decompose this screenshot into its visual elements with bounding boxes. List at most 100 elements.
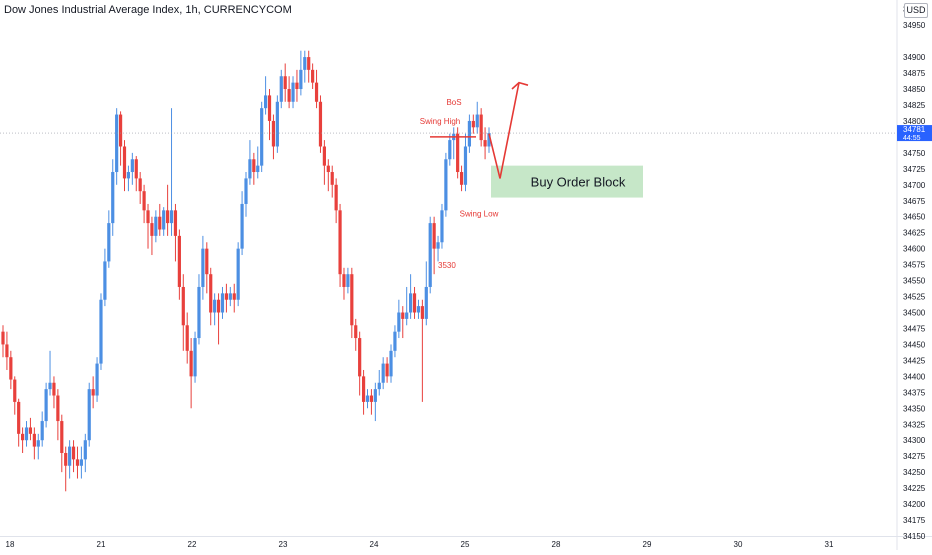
price-tick-label: 34825 xyxy=(903,101,926,110)
candle xyxy=(326,159,330,192)
swing-high-label: Swing High xyxy=(420,117,460,126)
candle-body xyxy=(401,312,405,319)
price-tick-label: 34550 xyxy=(903,277,926,286)
candle-body xyxy=(381,363,385,383)
candle-body xyxy=(44,389,48,422)
candle-body xyxy=(393,331,397,351)
candle-body xyxy=(20,433,25,441)
price-tick-label: 34450 xyxy=(903,340,926,349)
candle-body xyxy=(240,203,244,249)
candle-body xyxy=(32,433,36,447)
price-tick-label: 34225 xyxy=(903,484,926,493)
candle-body xyxy=(146,210,150,224)
candle-body xyxy=(263,95,268,109)
candle-body xyxy=(150,223,154,236)
candle-body xyxy=(142,191,146,211)
price-tick-label: 34650 xyxy=(903,213,926,222)
price-axis-bg xyxy=(897,0,932,550)
candle-body xyxy=(75,459,80,466)
candle-body xyxy=(271,120,276,147)
candle xyxy=(111,159,115,236)
candle-body xyxy=(36,440,40,447)
price-tick-label: 34600 xyxy=(903,245,926,254)
candle xyxy=(307,50,311,83)
candle-body xyxy=(409,293,413,313)
candle-body xyxy=(56,395,60,422)
candle-body xyxy=(107,223,111,262)
candle-body xyxy=(138,178,142,192)
candle xyxy=(87,382,91,447)
candle xyxy=(189,338,193,409)
candle-body xyxy=(311,69,315,83)
candle xyxy=(248,140,252,185)
candle xyxy=(13,376,17,415)
candle-body xyxy=(432,223,436,249)
candle xyxy=(166,184,170,236)
price-tick-label: 34350 xyxy=(903,404,926,413)
candle xyxy=(28,417,33,441)
candle-body xyxy=(173,210,178,236)
candle xyxy=(64,446,68,492)
candle-body xyxy=(193,338,197,377)
price-tick-label: 34175 xyxy=(903,516,926,525)
swing-low-label: Swing Low xyxy=(460,210,499,219)
candle xyxy=(350,267,354,339)
candle xyxy=(36,433,40,460)
candle-body xyxy=(1,331,5,345)
candle xyxy=(56,389,60,441)
candle-body xyxy=(299,69,303,90)
candle-body xyxy=(330,172,334,185)
candle xyxy=(91,376,95,409)
candle xyxy=(228,286,232,307)
candle xyxy=(405,286,409,326)
candle-body xyxy=(5,344,9,358)
price-tick-label: 34725 xyxy=(903,165,926,174)
candle xyxy=(1,325,5,358)
candle-body xyxy=(369,395,374,402)
candle xyxy=(5,331,9,370)
candle xyxy=(448,133,452,166)
candle xyxy=(185,312,189,364)
candle xyxy=(40,411,44,447)
candle xyxy=(373,382,377,422)
candle-body xyxy=(283,76,287,90)
candle-body xyxy=(303,57,307,70)
candle-body xyxy=(389,350,393,377)
candle xyxy=(369,389,374,415)
price-tick-label: 34700 xyxy=(903,181,926,190)
candle xyxy=(60,414,64,473)
candle-body xyxy=(232,293,236,300)
order-block-label: Buy Order Block xyxy=(531,175,626,190)
candle-body xyxy=(130,159,134,173)
currency-badge[interactable]: USD xyxy=(904,3,928,18)
candle-body xyxy=(99,299,103,364)
time-tick-label: 23 xyxy=(279,540,288,549)
candle-body xyxy=(377,382,381,390)
price-tick-label: 34200 xyxy=(903,500,926,509)
price-tick-label: 34900 xyxy=(903,53,926,62)
candle-body xyxy=(158,216,162,230)
candle xyxy=(24,421,29,447)
candle-body xyxy=(118,114,123,147)
candle xyxy=(79,446,83,479)
price-tick-label: 34375 xyxy=(903,388,926,397)
candle-body xyxy=(126,172,131,179)
order-block-zone[interactable] xyxy=(491,165,643,198)
time-tick-label: 30 xyxy=(734,540,743,549)
projection-arrow-head xyxy=(511,81,529,90)
candle xyxy=(287,76,291,109)
candle xyxy=(479,108,483,147)
candle xyxy=(240,191,244,256)
price-tick-label: 34300 xyxy=(903,436,926,445)
candle xyxy=(463,133,468,192)
bos-label: BoS xyxy=(446,98,461,107)
candle xyxy=(20,427,25,453)
candle-body xyxy=(201,248,205,287)
candle xyxy=(303,50,307,83)
price-tick-label: 34250 xyxy=(903,468,926,477)
candle-body xyxy=(318,101,323,147)
candle-body xyxy=(459,172,464,185)
candle-body xyxy=(68,446,72,466)
